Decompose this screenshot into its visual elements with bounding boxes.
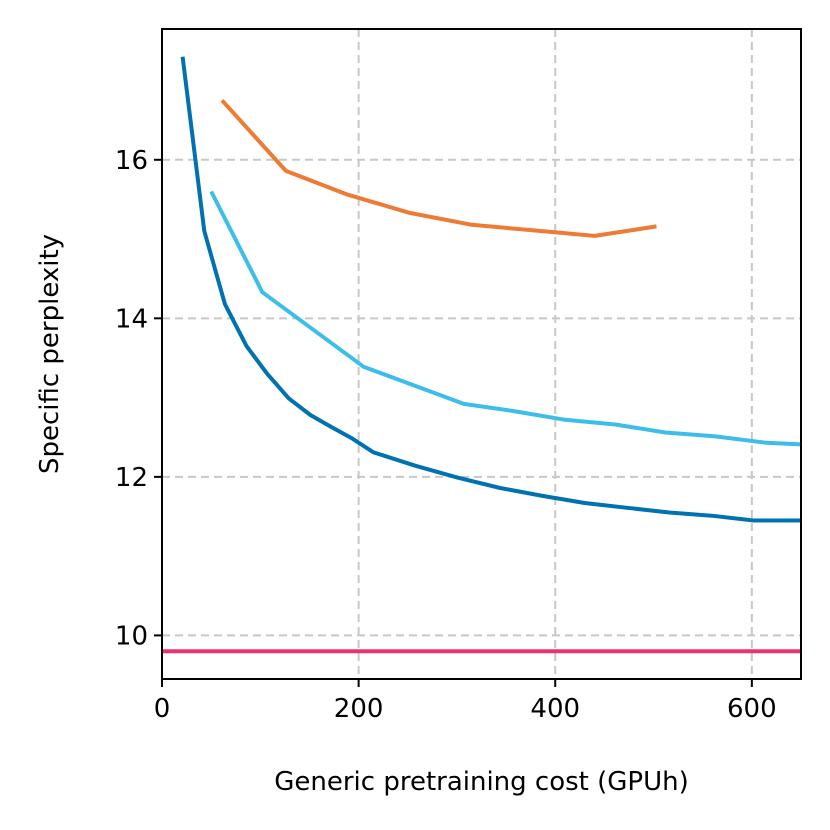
y-tick-label: 14 — [115, 304, 148, 334]
y-tick-label: 10 — [115, 621, 148, 651]
series-orange-line — [220, 98, 657, 238]
ticks: 0 200 400 600 10 12 14 16 — [115, 146, 777, 724]
x-axis-label: Generic pretraining cost (GPUh) — [274, 767, 689, 797]
x-tick-label: 0 — [154, 694, 171, 724]
plot-frame — [161, 28, 802, 680]
y-axis-label: Specific perplexity — [35, 234, 65, 474]
series-lines — [162, 56, 802, 654]
grid — [162, 29, 801, 679]
x-tick-label: 600 — [727, 694, 777, 724]
y-tick-label: 12 — [115, 463, 148, 493]
x-tick-label: 200 — [334, 694, 384, 724]
series-light-blue-line — [209, 190, 802, 447]
x-tick-label: 400 — [530, 694, 580, 724]
series-dark-blue-line — [180, 56, 801, 523]
y-tick-label: 16 — [115, 146, 148, 176]
